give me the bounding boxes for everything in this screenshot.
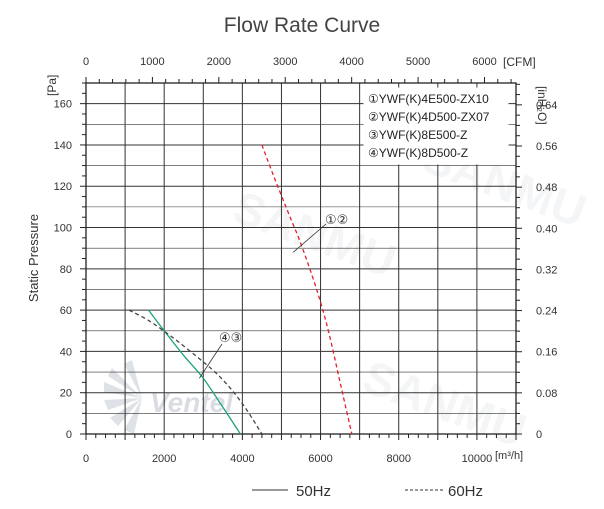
right-tick-label: 0.16 bbox=[536, 347, 557, 359]
curve-series-1 bbox=[261, 144, 353, 435]
annotation-label-12: ①② bbox=[325, 212, 348, 227]
watermark-sanmu-3: SANMU bbox=[357, 351, 533, 458]
top-tick-label: 3000 bbox=[273, 56, 297, 68]
right-unit-label: [inH₂O] bbox=[535, 86, 549, 125]
top-tick-label: 0 bbox=[83, 56, 89, 68]
legend-model-2: ②YWF(K)4D500-ZX07 bbox=[368, 110, 490, 124]
y-tick-label: 60 bbox=[60, 305, 72, 317]
y-tick-label: 120 bbox=[54, 181, 72, 193]
right-tick-label: 0.24 bbox=[536, 306, 557, 318]
chart-title: Flow Rate Curve bbox=[223, 14, 381, 37]
y-axis-label: Static Pressure bbox=[26, 214, 41, 302]
y-tick-label: 100 bbox=[54, 223, 72, 235]
x-tick-label: 10000 bbox=[462, 453, 493, 465]
y-tick-label: 80 bbox=[60, 264, 72, 276]
right-tick-label: 0 bbox=[536, 429, 542, 441]
annotation-label-43: ④③ bbox=[219, 330, 242, 345]
x-tick-label: 8000 bbox=[386, 453, 410, 465]
legend-model-4: ④YWF(K)8D500-Z bbox=[368, 146, 468, 160]
line-style-legend: 50Hz 60Hz bbox=[252, 483, 483, 500]
x-tick-label: 2000 bbox=[152, 453, 176, 465]
legend-model-1: ①YWF(K)4E500-ZX10 bbox=[368, 92, 489, 106]
right-tick-label: 0.48 bbox=[536, 182, 557, 194]
legend-60hz-label: 60Hz bbox=[448, 483, 483, 500]
curve-series-2 bbox=[148, 309, 241, 435]
annotations: ①② ④③ bbox=[199, 212, 348, 379]
top-tick-label: 4000 bbox=[339, 56, 363, 68]
curve-series-3 bbox=[128, 309, 263, 435]
right-tick-label: 0.56 bbox=[536, 141, 557, 153]
bottom-unit-label: [m³/h] bbox=[495, 450, 523, 462]
annotation-leader-12 bbox=[292, 223, 327, 253]
x-tick-label: 4000 bbox=[230, 453, 254, 465]
y-tick-label: 0 bbox=[66, 429, 72, 441]
right-tick-label: 0.64 bbox=[536, 100, 557, 112]
y-tick-label: 40 bbox=[60, 346, 72, 358]
right-tick-label: 0.08 bbox=[536, 388, 557, 400]
top-tick-label: 2000 bbox=[207, 56, 231, 68]
y-tick-label: 160 bbox=[54, 99, 72, 111]
y-tick-label: 140 bbox=[54, 140, 72, 152]
legend-model-3: ③YWF(K)8E500-Z bbox=[368, 128, 467, 142]
right-tick-label: 0.32 bbox=[536, 264, 557, 276]
x-tick-label: 6000 bbox=[308, 453, 332, 465]
top-unit-label: [CFM] bbox=[503, 55, 536, 69]
model-legend-box bbox=[363, 87, 509, 165]
annotation-leader-43 bbox=[199, 343, 223, 379]
y-unit-label: [Pa] bbox=[45, 75, 59, 96]
x-tick-label: 0 bbox=[83, 453, 89, 465]
right-tick-label: 0.40 bbox=[536, 223, 557, 235]
model-legend: ①YWF(K)4E500-ZX10 ②YWF(K)4D500-ZX07 ③YWF… bbox=[363, 87, 509, 165]
top-tick-label: 6000 bbox=[472, 56, 496, 68]
y-tick-label: 20 bbox=[60, 388, 72, 400]
legend-50hz-label: 50Hz bbox=[296, 483, 331, 500]
curves bbox=[128, 144, 353, 435]
top-tick-label: 1000 bbox=[140, 56, 164, 68]
top-tick-label: 5000 bbox=[406, 56, 430, 68]
